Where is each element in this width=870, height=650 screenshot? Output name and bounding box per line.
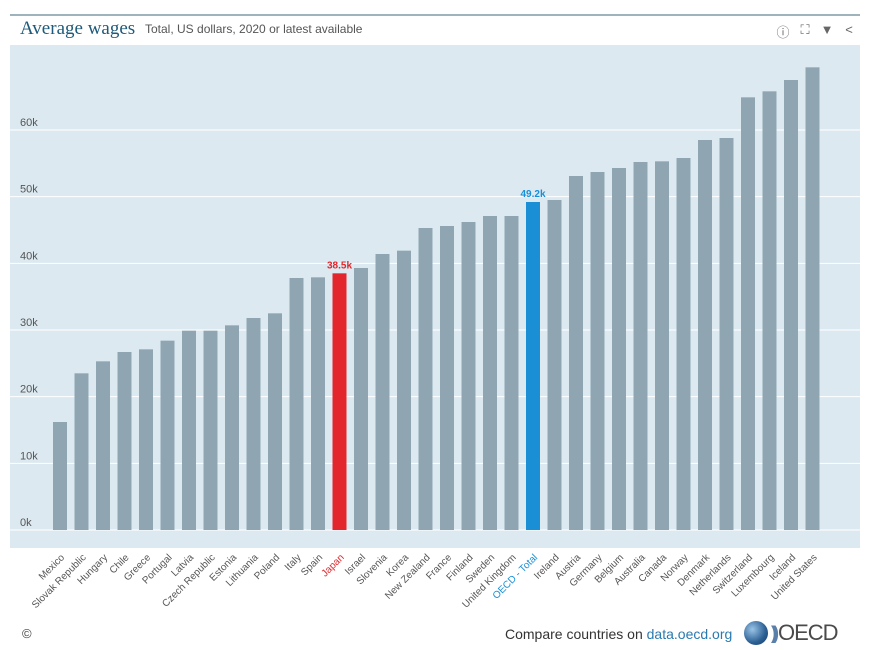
x-tick-label: Japan (320, 552, 347, 579)
bar-denmark (698, 140, 712, 530)
y-tick-label: 40k (20, 250, 38, 262)
bar-portugal (160, 340, 175, 530)
y-tick-label: 20k (20, 384, 38, 396)
fullscreen-icon[interactable]: ⛶ (800, 22, 810, 37)
bar-norway (676, 158, 691, 530)
bar-switzerland (741, 97, 755, 530)
bar-lithuania (246, 318, 261, 530)
oecd-logo[interactable]: )) OECD (744, 620, 839, 646)
bar-estonia (225, 325, 239, 530)
bar-poland (268, 313, 282, 530)
bar-united-states (805, 67, 820, 530)
bar-latvia (182, 330, 196, 530)
bar-israel (354, 268, 368, 530)
data-label: 38.5k (327, 260, 352, 271)
bar-new-zealand (418, 228, 433, 530)
bar-greece (139, 349, 153, 530)
copyright: © (22, 626, 32, 641)
globe-icon (744, 621, 768, 645)
bar-australia (633, 162, 648, 530)
download-icon[interactable]: ▼ (820, 22, 834, 37)
bar-slovak-republic (74, 373, 89, 530)
bar-belgium (612, 168, 626, 530)
y-tick-label: 10k (20, 450, 38, 462)
compare-text: Compare countries on (505, 626, 647, 642)
bar-czech-republic (203, 330, 218, 530)
bar-oecd-total (526, 202, 540, 530)
compare-footer: Compare countries on data.oecd.org (505, 626, 732, 642)
bar-france (440, 226, 454, 530)
bar-chile (117, 352, 132, 530)
bar-ireland (547, 200, 562, 530)
bar-united-kingdom (504, 216, 519, 530)
bar-mexico (53, 422, 67, 530)
info-icon[interactable]: ⓘ (776, 25, 790, 40)
share-icon[interactable]: < (845, 22, 853, 37)
bar-germany (590, 172, 605, 530)
bar-luxembourg (762, 91, 777, 530)
bar-slovenia (375, 254, 390, 530)
bar-korea (397, 250, 411, 530)
data-oecd-link[interactable]: data.oecd.org (646, 626, 733, 642)
y-tick-label: 50k (20, 184, 38, 196)
chart-title: Average wages (20, 18, 136, 39)
data-label: 49.2k (520, 189, 545, 200)
chevrons-icon: )) (771, 622, 779, 643)
bar-canada (655, 161, 669, 531)
y-tick-label: 30k (20, 317, 38, 329)
top-divider (10, 14, 860, 16)
bar-spain (311, 277, 325, 530)
bar-japan (332, 273, 347, 530)
oecd-logo-text: OECD (778, 620, 839, 645)
bar-austria (569, 176, 583, 530)
y-tick-label: 60k (20, 117, 38, 129)
bar-finland (461, 222, 476, 530)
bar-sweden (483, 216, 497, 530)
bar-iceland (784, 80, 798, 530)
bar-netherlands (719, 138, 734, 530)
y-tick-label: 0k (20, 517, 32, 529)
bar-hungary (96, 361, 110, 530)
bar-italy (289, 278, 304, 530)
chart-subtitle: Total, US dollars, 2020 or latest availa… (145, 22, 363, 36)
